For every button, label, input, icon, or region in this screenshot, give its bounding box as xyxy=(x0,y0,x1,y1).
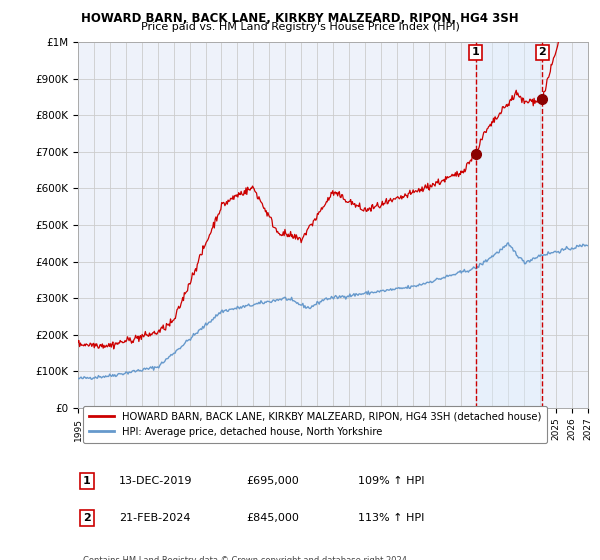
Text: 1: 1 xyxy=(83,476,91,486)
Text: £845,000: £845,000 xyxy=(247,513,299,523)
Text: 2: 2 xyxy=(83,513,91,523)
Bar xyxy=(476,42,542,408)
Text: 2: 2 xyxy=(538,48,546,58)
Text: 13-DEC-2019: 13-DEC-2019 xyxy=(119,476,193,486)
Text: 113% ↑ HPI: 113% ↑ HPI xyxy=(359,513,425,523)
Legend: HOWARD BARN, BACK LANE, KIRKBY MALZEARD, RIPON, HG4 3SH (detached house), HPI: A: HOWARD BARN, BACK LANE, KIRKBY MALZEARD,… xyxy=(83,406,547,443)
Text: 21-FEB-2024: 21-FEB-2024 xyxy=(119,513,190,523)
Text: Price paid vs. HM Land Registry's House Price Index (HPI): Price paid vs. HM Land Registry's House … xyxy=(140,22,460,32)
Text: 109% ↑ HPI: 109% ↑ HPI xyxy=(359,476,425,486)
Text: Contains HM Land Registry data © Crown copyright and database right 2024.
This d: Contains HM Land Registry data © Crown c… xyxy=(83,556,410,560)
Text: HOWARD BARN, BACK LANE, KIRKBY MALZEARD, RIPON, HG4 3SH: HOWARD BARN, BACK LANE, KIRKBY MALZEARD,… xyxy=(81,12,519,25)
Text: £695,000: £695,000 xyxy=(247,476,299,486)
Text: 1: 1 xyxy=(472,48,479,58)
